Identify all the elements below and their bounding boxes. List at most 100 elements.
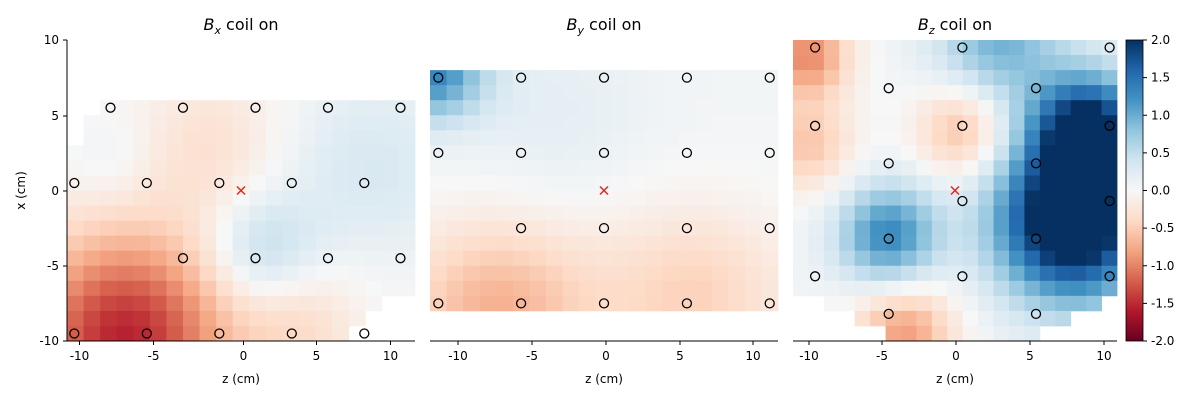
heatmap-cell <box>348 295 366 312</box>
heatmap-cell <box>381 220 399 237</box>
heatmap-cell <box>628 85 646 101</box>
x-tick-label: -10 <box>70 349 90 363</box>
heatmap-cell <box>854 205 871 221</box>
heatmap-cell <box>430 280 447 297</box>
heatmap-cell <box>579 175 597 191</box>
heatmap-cell <box>628 280 646 297</box>
heatmap-cell <box>870 265 886 282</box>
heatmap-cell <box>216 310 234 327</box>
heatmap-cell <box>446 235 464 252</box>
heatmap-cell <box>546 145 563 161</box>
heatmap-cell <box>512 175 530 191</box>
heatmap-cell <box>199 130 217 146</box>
heatmap-cell <box>839 235 856 252</box>
heatmap-cell <box>546 265 563 282</box>
heatmap-cell <box>595 70 613 86</box>
heatmap-cell <box>199 250 217 267</box>
heatmap-cell <box>839 100 856 116</box>
heatmap-cell <box>133 235 151 252</box>
heatmap-cell <box>332 280 350 297</box>
heatmap-cell <box>916 115 933 131</box>
x-axis-label: z (cm) <box>585 372 623 386</box>
heatmap-cell <box>546 235 563 252</box>
heatmap-cell <box>512 100 530 116</box>
heatmap-cell <box>1039 55 1056 71</box>
heatmap-cell <box>1055 190 1072 206</box>
heatmap-cell <box>1039 295 1056 312</box>
heatmap-cell <box>711 70 729 86</box>
heatmap-cell <box>83 115 101 131</box>
heatmap-cell <box>978 145 994 161</box>
heatmap-cell <box>348 205 366 221</box>
heatmap-cell <box>916 295 933 312</box>
heatmap-cell <box>612 145 630 161</box>
heatmap-cell <box>446 115 464 131</box>
colorbar-bar <box>1125 39 1144 342</box>
heatmap-cell <box>479 115 497 131</box>
heatmap-cell <box>232 310 250 327</box>
heatmap-cell <box>916 175 933 191</box>
heatmap-cell <box>365 265 383 282</box>
heatmap-cell <box>199 325 217 342</box>
heatmap-cell <box>479 130 497 146</box>
heatmap-cell <box>381 175 399 191</box>
heatmap-cell <box>249 250 267 267</box>
heatmap-cell <box>463 70 481 86</box>
heatmap-cell <box>116 130 134 146</box>
heatmap-cell <box>166 325 184 342</box>
heatmap-cell <box>711 130 729 146</box>
heatmap-cell <box>365 145 383 161</box>
heatmap-cell <box>149 280 167 297</box>
heatmap-cell <box>348 220 366 237</box>
heatmap-cell <box>398 175 416 191</box>
heatmap-cell <box>116 115 134 131</box>
sensor-marker <box>515 298 527 309</box>
heatmap-cell <box>901 100 917 116</box>
heatmap-cell <box>628 235 646 252</box>
heatmap-cell <box>199 220 217 237</box>
heatmap-cell <box>116 160 134 176</box>
heatmap-cell <box>628 145 646 161</box>
heatmap-cell <box>512 220 530 237</box>
sensor-marker <box>957 120 968 131</box>
heatmap-cell <box>249 280 267 297</box>
heatmap-cell <box>962 130 979 146</box>
heatmap-cell <box>496 250 514 267</box>
heatmap-cell <box>662 205 679 221</box>
heatmap-cell <box>562 265 580 282</box>
heatmap-cell <box>595 100 613 116</box>
heatmap-cell <box>299 190 316 206</box>
heatmap-cell <box>1055 295 1072 312</box>
heatmap-cell <box>282 310 300 327</box>
heatmap-cell <box>823 280 840 297</box>
heatmap-cell <box>728 160 746 176</box>
heatmap-cell <box>978 235 994 252</box>
heatmap-cell <box>761 280 779 297</box>
sensor-markers <box>809 42 1115 320</box>
heatmap-cell <box>761 235 779 252</box>
heatmap-cell <box>662 85 679 101</box>
sensor-markers <box>433 72 775 309</box>
heatmap-cell <box>149 310 167 327</box>
heatmap-cell <box>978 100 994 116</box>
heatmap-cell <box>678 190 696 206</box>
heatmap-cell <box>854 250 871 267</box>
heatmap-cell <box>562 235 580 252</box>
heatmap-cell <box>595 295 613 312</box>
heatmap-cell <box>628 175 646 191</box>
heatmap-cell <box>348 265 366 282</box>
heatmap-cell <box>579 130 597 146</box>
heatmap-cell <box>133 160 151 176</box>
heatmap-cell <box>249 145 267 161</box>
heatmap-cell <box>249 190 267 206</box>
heatmap-cell <box>1009 190 1025 206</box>
heatmap-cell <box>1039 310 1056 327</box>
heatmap-cell <box>678 220 696 237</box>
heatmap-cell <box>695 115 713 131</box>
heatmap-cell <box>870 220 886 237</box>
heatmap-cell <box>579 190 597 206</box>
heatmap-cell <box>885 220 902 237</box>
heatmap-cell <box>133 265 151 282</box>
y-tick-label: -5 <box>47 259 59 273</box>
heatmap-cell <box>183 295 200 312</box>
